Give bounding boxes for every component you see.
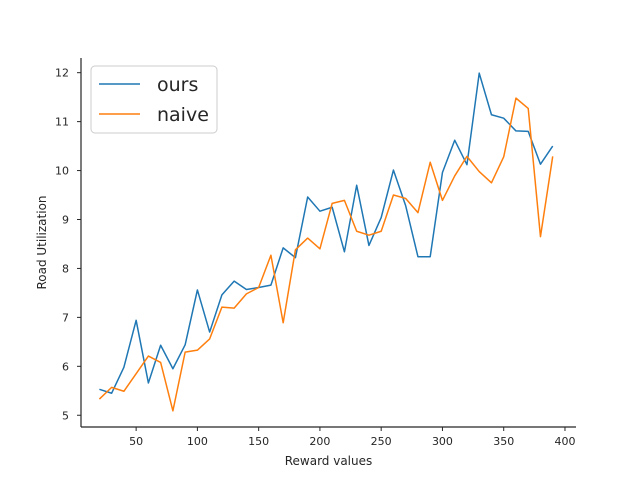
y-tick-label: 7 — [62, 311, 69, 324]
y-tick-label: 8 — [62, 262, 69, 275]
x-tick-label: 300 — [432, 435, 453, 448]
x-tick-label: 200 — [309, 435, 330, 448]
x-axis-label: Reward values — [285, 454, 373, 468]
series-line-naive — [98, 97, 554, 412]
plot-area: 50 100 150 200 250 300 350 400 5 6 7 8 9 10 11 12 — [55, 58, 576, 448]
x-tick-label: 150 — [248, 435, 269, 448]
series-layer — [98, 72, 554, 412]
y-tick-label: 6 — [62, 360, 69, 373]
y-tick-label: 11 — [55, 116, 69, 129]
y-tick-label: 5 — [62, 409, 69, 422]
x-tick-label: 50 — [129, 435, 143, 448]
legend-label-naive: naive — [157, 104, 209, 126]
y-tick-label: 12 — [55, 67, 69, 80]
legend-label-ours: ours — [157, 74, 198, 96]
y-tick-label: 10 — [55, 165, 69, 178]
x-ticks: 50 100 150 200 250 300 350 400 — [129, 427, 575, 448]
legend-frame — [90, 65, 218, 134]
y-axis-label: Road Utilization — [35, 195, 49, 289]
y-tick-label: 9 — [62, 213, 69, 226]
series-line-ours — [99, 72, 554, 394]
x-tick-label: 400 — [554, 435, 575, 448]
x-tick-label: 100 — [187, 435, 208, 448]
legend: ours naive — [90, 65, 218, 134]
y-ticks: 5 6 7 8 9 10 11 12 — [55, 67, 81, 422]
x-tick-label: 350 — [493, 435, 514, 448]
x-tick-label: 250 — [371, 435, 392, 448]
